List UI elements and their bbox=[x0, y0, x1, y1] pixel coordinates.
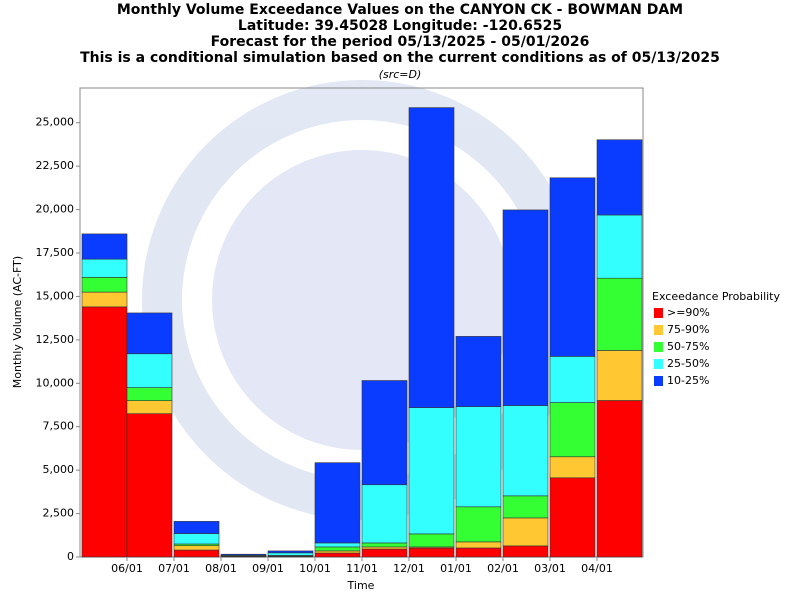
bar-segment bbox=[81, 277, 128, 293]
x-tick-label: 09/01 bbox=[252, 562, 284, 575]
bar-segment bbox=[455, 541, 502, 549]
x-tick-label: 04/01 bbox=[581, 562, 613, 575]
bar-segment bbox=[220, 553, 267, 556]
y-tick-label: 22,500 bbox=[36, 159, 75, 172]
x-tick-label: 02/01 bbox=[487, 562, 519, 575]
bar-segment bbox=[455, 336, 502, 407]
legend-label: 50-75% bbox=[667, 340, 709, 353]
y-tick-label: 2,500 bbox=[43, 507, 75, 520]
x-tick-label: 08/01 bbox=[205, 562, 237, 575]
bar-segment bbox=[596, 400, 643, 558]
y-tick-label: 20,000 bbox=[36, 203, 75, 216]
bar-segment bbox=[408, 547, 455, 558]
bar-segment bbox=[173, 545, 220, 551]
y-tick-label: 10,000 bbox=[36, 376, 75, 389]
bar-segment bbox=[549, 477, 596, 558]
legend-swatch bbox=[654, 376, 663, 386]
bar-segment bbox=[126, 312, 173, 355]
bar-segment bbox=[81, 291, 128, 308]
legend-label: 10-25% bbox=[667, 374, 709, 387]
chart-title: Monthly Volume Exceedance Values on the … bbox=[117, 2, 683, 18]
legend-swatch bbox=[654, 308, 663, 318]
y-tick-label: 5,000 bbox=[43, 463, 75, 476]
bar-segment bbox=[455, 547, 502, 558]
x-tick-label: 07/01 bbox=[158, 562, 190, 575]
bar-segment bbox=[361, 380, 408, 486]
legend-title: Exceedance Probability bbox=[652, 290, 780, 303]
bar-segment bbox=[314, 462, 361, 544]
legend-label: >=90% bbox=[667, 306, 710, 319]
bar-segment bbox=[549, 356, 596, 403]
x-tick-label: 10/01 bbox=[299, 562, 331, 575]
bar-segment bbox=[502, 405, 549, 497]
bar-segment bbox=[173, 549, 220, 558]
bar-segment bbox=[173, 533, 220, 545]
bar-segment bbox=[408, 407, 455, 535]
legend-swatch bbox=[654, 359, 663, 369]
bar-segment bbox=[502, 517, 549, 547]
chart-title: Latitude: 39.45028 Longitude: -120.6525 bbox=[238, 18, 562, 34]
bar-segment bbox=[361, 484, 408, 544]
bar-segment bbox=[173, 521, 220, 534]
legend-swatch bbox=[654, 325, 663, 335]
bar-segment bbox=[502, 209, 549, 406]
bar-segment bbox=[455, 406, 502, 508]
bar-segment bbox=[314, 546, 361, 552]
x-tick-label: 11/01 bbox=[346, 562, 378, 575]
bar-segment bbox=[314, 550, 361, 554]
subtitle: (src=D) bbox=[379, 68, 422, 81]
bar-segment bbox=[502, 545, 549, 558]
bar-segment bbox=[502, 495, 549, 519]
bar-segment bbox=[314, 542, 361, 548]
y-tick-label: 12,500 bbox=[36, 333, 75, 346]
bar-segment bbox=[267, 552, 314, 556]
legend-label: 25-50% bbox=[667, 357, 709, 370]
bar-segment bbox=[549, 177, 596, 357]
bar-segment bbox=[81, 233, 128, 260]
bar-segment bbox=[361, 542, 408, 548]
chart-title: This is a conditional simulation based o… bbox=[80, 50, 720, 66]
bar-segment bbox=[126, 353, 173, 388]
legend-label: 75-90% bbox=[667, 323, 709, 336]
y-tick-label: 25,000 bbox=[36, 116, 75, 129]
chart-title: Forecast for the period 05/13/2025 - 05/… bbox=[211, 34, 590, 50]
bar-segment bbox=[314, 552, 361, 558]
x-tick-label: 01/01 bbox=[440, 562, 472, 575]
bar-segment bbox=[81, 306, 128, 558]
x-tick-label: 03/01 bbox=[534, 562, 566, 575]
y-tick-label: 17,500 bbox=[36, 246, 75, 259]
bar-segment bbox=[408, 107, 455, 408]
bar-segment bbox=[267, 550, 314, 554]
bar-segment bbox=[408, 533, 455, 548]
x-tick-label: 12/01 bbox=[393, 562, 425, 575]
bar-segment bbox=[126, 400, 173, 414]
bar-segment bbox=[549, 402, 596, 458]
bar-segment bbox=[596, 277, 643, 351]
bar-segment bbox=[596, 139, 643, 216]
bar-segment bbox=[455, 506, 502, 543]
y-tick-label: 15,000 bbox=[36, 289, 75, 302]
y-tick-label: 7,500 bbox=[43, 420, 75, 433]
bar-segment bbox=[126, 387, 173, 401]
bar-segment bbox=[126, 413, 173, 558]
x-tick-label: 06/01 bbox=[111, 562, 143, 575]
bar-segment bbox=[361, 548, 408, 558]
bar-segment bbox=[361, 546, 408, 550]
y-tick-label: 0 bbox=[67, 550, 74, 563]
legend-swatch bbox=[654, 342, 663, 352]
bar-segment bbox=[81, 258, 128, 278]
bar-segment bbox=[596, 214, 643, 279]
bar-segment bbox=[596, 350, 643, 401]
x-axis-label: Time bbox=[347, 579, 375, 592]
y-axis-label: Monthly Volume (AC-FT) bbox=[11, 256, 24, 388]
bar-segment bbox=[549, 456, 596, 479]
